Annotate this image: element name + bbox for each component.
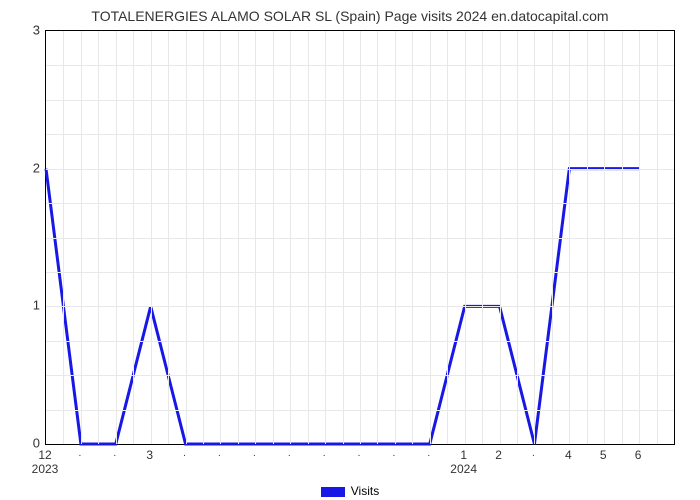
x-year-label: 2024 xyxy=(450,462,477,476)
x-tick-label: 5 xyxy=(600,448,607,462)
x-tick-minor: . xyxy=(183,448,186,459)
x-tick-minor: . xyxy=(532,448,535,459)
legend: Visits xyxy=(0,484,700,498)
y-tick-label: 1 xyxy=(33,298,40,313)
chart-title: TOTALENERGIES ALAMO SOLAR SL (Spain) Pag… xyxy=(0,8,700,24)
x-tick-minor: . xyxy=(253,448,256,459)
x-tick-minor: . xyxy=(427,448,430,459)
x-tick-label: 4 xyxy=(565,448,572,462)
x-tick-minor: . xyxy=(323,448,326,459)
x-tick-minor: . xyxy=(113,448,116,459)
x-tick-minor: . xyxy=(392,448,395,459)
x-tick-label: 2 xyxy=(495,448,502,462)
y-tick-label: 2 xyxy=(33,160,40,175)
x-tick-minor: . xyxy=(78,448,81,459)
legend-label: Visits xyxy=(351,484,379,498)
x-tick-label: 12 xyxy=(38,448,51,462)
x-tick-label: 1 xyxy=(460,448,467,462)
legend-swatch xyxy=(321,487,345,497)
x-tick-minor: . xyxy=(218,448,221,459)
x-tick-minor: . xyxy=(288,448,291,459)
x-tick-label: 3 xyxy=(146,448,153,462)
chart-container: TOTALENERGIES ALAMO SOLAR SL (Spain) Pag… xyxy=(0,0,700,500)
plot-area xyxy=(45,30,675,445)
x-tick-label: 6 xyxy=(635,448,642,462)
y-tick-label: 3 xyxy=(33,23,40,38)
x-year-label: 2023 xyxy=(32,462,59,476)
x-tick-minor: . xyxy=(358,448,361,459)
